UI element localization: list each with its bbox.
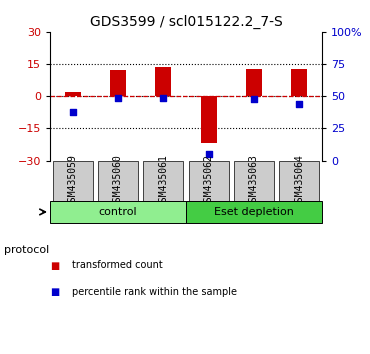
Text: ■: ■ xyxy=(50,287,59,297)
Bar xyxy=(291,69,307,96)
Bar xyxy=(65,92,81,96)
Text: control: control xyxy=(99,207,137,217)
Point xyxy=(70,109,75,115)
Bar xyxy=(143,161,183,201)
Point xyxy=(115,95,121,101)
Text: ■: ■ xyxy=(50,261,59,270)
Point xyxy=(296,101,302,107)
Bar xyxy=(53,161,92,201)
Text: GSM435063: GSM435063 xyxy=(249,154,259,207)
Bar xyxy=(246,69,262,96)
Point xyxy=(251,96,257,102)
Bar xyxy=(279,161,319,201)
Bar xyxy=(234,161,274,201)
Text: transformed count: transformed count xyxy=(72,261,163,270)
Bar xyxy=(50,201,186,223)
Point xyxy=(206,152,212,157)
Bar xyxy=(186,201,322,223)
Text: GSM435062: GSM435062 xyxy=(204,154,213,207)
Text: GSM435064: GSM435064 xyxy=(294,154,304,207)
Text: protocol: protocol xyxy=(4,245,49,255)
Text: GSM435059: GSM435059 xyxy=(68,154,78,207)
Point xyxy=(160,95,166,101)
Bar xyxy=(110,70,126,96)
Title: GDS3599 / scl015122.2_7-S: GDS3599 / scl015122.2_7-S xyxy=(90,15,282,29)
Bar xyxy=(201,96,216,143)
Bar xyxy=(189,161,229,201)
Bar xyxy=(155,67,171,96)
Text: GSM435060: GSM435060 xyxy=(113,154,123,207)
Text: GSM435061: GSM435061 xyxy=(158,154,168,207)
Text: Eset depletion: Eset depletion xyxy=(214,207,294,217)
Bar xyxy=(98,161,138,201)
Text: percentile rank within the sample: percentile rank within the sample xyxy=(72,287,237,297)
